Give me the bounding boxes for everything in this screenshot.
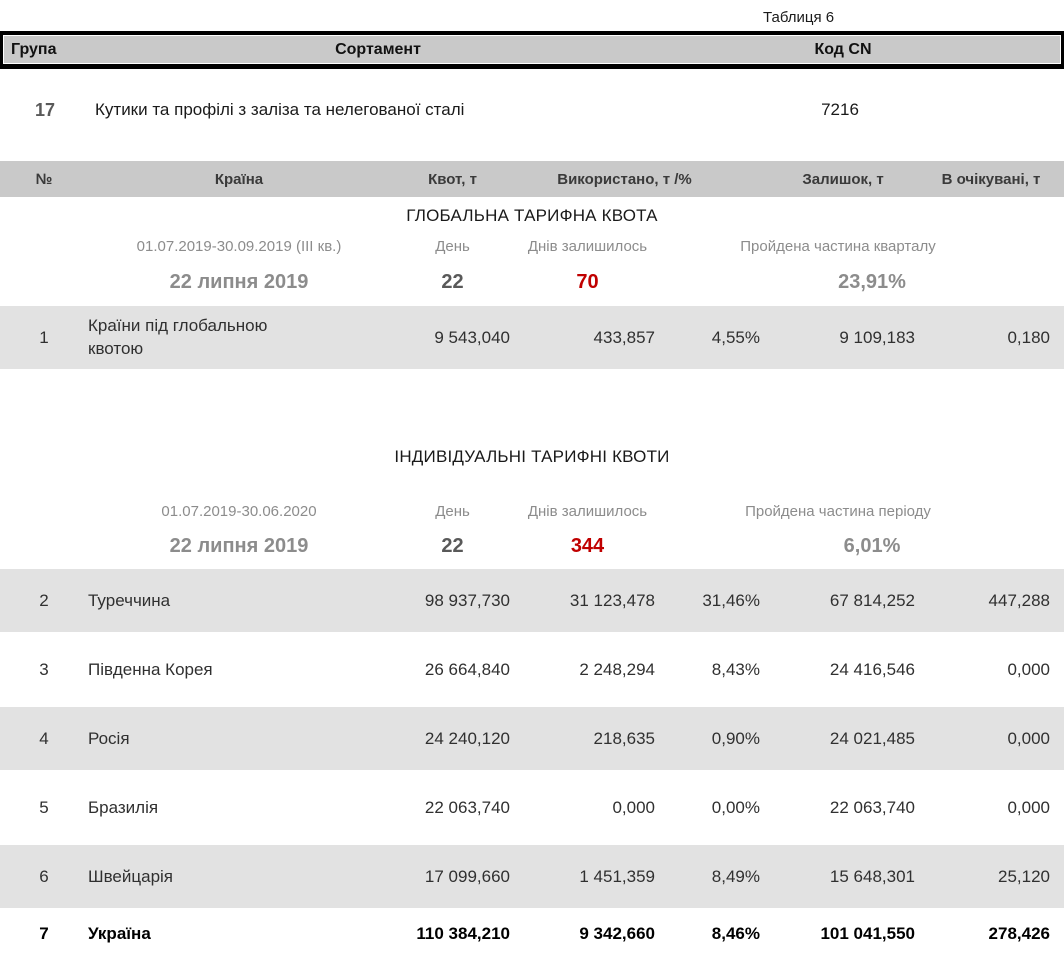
row-country: Країни під глобальною квотою [88,315,268,358]
row-used: 433,857 [593,327,655,347]
individual-day-label: День [435,502,470,520]
row-expected: 25,120 [998,866,1050,886]
row-country: Південна Корея [88,659,213,679]
table-row-ukraine: 7 Україна 110 384,210 9 342,660 8,46% 10… [0,908,1064,959]
global-period-label-row: 01.07.2019-30.09.2019 (III кв.) День Дні… [0,234,1064,258]
row-used-pct: 8,49% [711,866,760,886]
row-country: Бразилія [88,797,159,817]
col-used-label: Використано, т /% [557,170,692,188]
global-elapsed-value: 23,91% [838,270,906,293]
col-remaining-label: Залишок, т [802,170,884,188]
row-number: 1 [39,327,49,347]
row-used-pct: 31,46% [702,590,760,610]
table-row-russia: 4 Росія 24 240,120 218,635 0,90% 24 021,… [0,707,1064,770]
row-used-pct: 0,00% [711,797,760,817]
global-current-date: 22 липня 2019 [169,270,309,293]
row-quota: 17 099,660 [424,866,510,886]
individual-section-title: ІНДИВІДУАЛЬНІ ТАРИФНІ КВОТИ [394,447,670,466]
row-used-pct: 8,43% [711,659,760,679]
global-period: 01.07.2019-30.09.2019 (III кв.) [136,237,342,255]
row-expected: 278,426 [988,923,1050,943]
row-remaining: 24 021,485 [829,728,915,748]
row-country: Україна [88,923,151,943]
individual-elapsed-value: 6,01% [843,534,901,557]
individual-current-day: 22 [441,534,464,557]
row-used: 218,635 [593,728,655,748]
row-remaining: 101 041,550 [820,923,915,943]
col-country-label: Країна [214,170,264,188]
group-cn-code: 7216 [821,100,859,119]
individual-current-date: 22 липня 2019 [169,534,309,557]
row-quota: 9 543,040 [434,327,510,347]
individual-days-left-value: 344 [570,534,605,557]
row-number: 4 [39,728,49,748]
global-current-day: 22 [441,270,464,293]
row-used: 0,000 [612,797,655,817]
individual-days-left-label: Днів залишилось [527,502,648,520]
group-number: 17 [34,99,56,120]
row-expected: 0,000 [1007,659,1050,679]
col-expected-label: В очікувані, т [941,170,1041,188]
table-row-switzerland: 6 Швейцарія 17 099,660 1 451,359 8,49% 1… [0,845,1064,908]
row-quota: 22 063,740 [424,797,510,817]
row-remaining: 22 063,740 [829,797,915,817]
row-used: 2 248,294 [579,659,655,679]
row-expected: 0,000 [1007,797,1050,817]
sortament-header-label: Сортамент [335,40,421,58]
row-number: 6 [39,866,49,886]
quota-column-header-row: № Країна Квот, т Використано, т /% Залиш… [0,161,1064,197]
row-number: 5 [39,797,49,817]
row-used-pct: 4,55% [711,327,760,347]
col-num-label: № [35,170,53,188]
group-header-band: Група Сортамент Код CN [0,31,1064,69]
row-number: 7 [39,923,49,943]
individual-elapsed-label: Пройдена частина періоду [745,502,931,520]
row-quota: 110 384,210 [416,923,510,943]
table-row-south-korea: 3 Південна Корея 26 664,840 2 248,294 8,… [0,632,1064,707]
global-section-title: ГЛОБАЛЬНА ТАРИФНА КВОТА [406,205,658,225]
individual-period-label-row: 01.07.2019-30.06.2020 День Днів залишило… [0,499,1064,523]
table-row-brazil: 5 Бразилія 22 063,740 0,000 0,00% 22 063… [0,770,1064,845]
row-expected: 447,288 [988,590,1050,610]
row-expected: 0,180 [1007,327,1050,347]
row-remaining: 9 109,183 [839,327,915,347]
row-used: 1 451,359 [579,866,655,886]
row-number: 2 [39,590,49,610]
global-days-left-label: Днів залишилось [527,237,648,255]
row-used: 9 342,660 [579,923,655,943]
table-caption: Таблиця 6 [763,9,835,26]
row-used-pct: 0,90% [711,728,760,748]
row-quota: 26 664,840 [424,659,510,679]
row-country: Росія [88,728,130,748]
row-remaining: 24 416,546 [829,659,915,679]
group-sortament: Кутики та профілі з заліза та нелеговано… [95,100,465,119]
row-expected: 0,000 [1007,728,1050,748]
global-elapsed-label: Пройдена частина кварталу [740,237,936,255]
group-row: 17 Кутики та профілі з заліза та нелегов… [0,93,1064,127]
row-used: 31 123,478 [569,590,655,610]
table-row-global-quota: 1 Країни під глобальною квотою 9 543,040… [0,306,1064,369]
row-number: 3 [39,659,49,679]
col-quota-label: Квот, т [428,170,477,188]
row-used-pct: 8,46% [711,923,760,943]
individual-current-row: 22 липня 2019 22 344 6,01% [0,523,1064,569]
row-country: Швейцарія [88,866,173,886]
row-remaining: 67 814,252 [829,590,915,610]
global-days-left-value: 70 [576,270,599,293]
row-quota: 24 240,120 [424,728,510,748]
group-header-label: Група [11,40,57,58]
individual-period: 01.07.2019-30.06.2020 [161,502,317,520]
row-remaining: 15 648,301 [829,866,915,886]
global-day-label: День [435,237,470,255]
table-row-turkey: 2 Туреччина 98 937,730 31 123,478 31,46%… [0,569,1064,632]
row-country: Туреччина [88,590,171,610]
cn-code-header-label: Код CN [814,40,872,58]
global-current-row: 22 липня 2019 22 70 23,91% [0,258,1064,306]
row-quota: 98 937,730 [424,590,510,610]
